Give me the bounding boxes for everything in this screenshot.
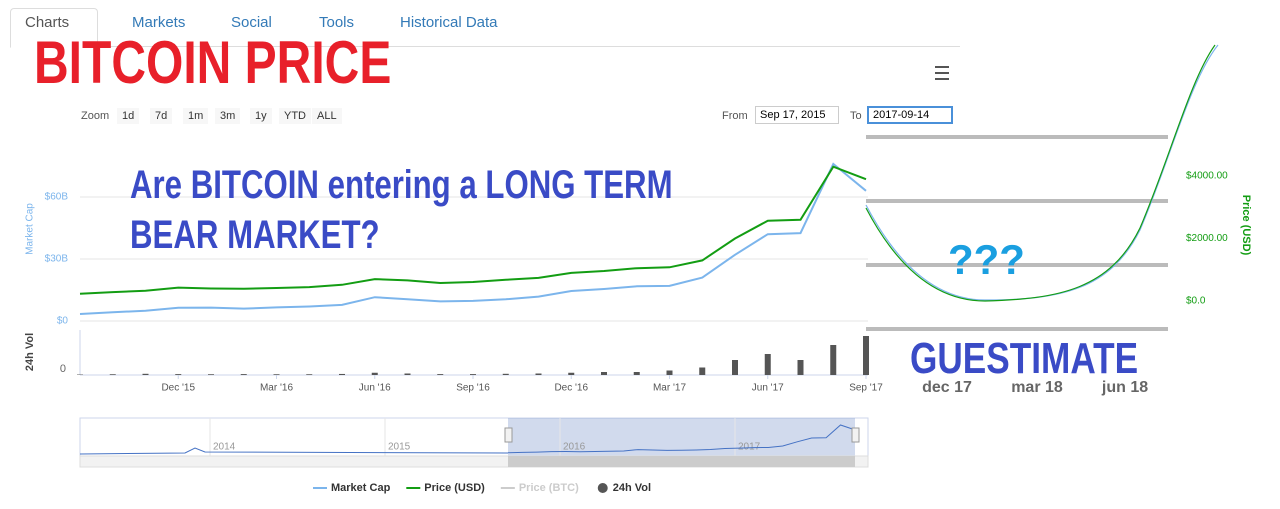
- navigator-year: 2016: [563, 442, 586, 453]
- vol-bar: [437, 374, 444, 375]
- vol-tick-label: 0: [60, 363, 66, 375]
- to-input[interactable]: 2017-09-14: [867, 106, 953, 124]
- guess-curve: [865, 44, 1216, 302]
- x-tick-label: Dec '15: [161, 383, 195, 394]
- y-axis-title: Market Cap: [25, 203, 36, 255]
- tab[interactable]: Tools: [319, 14, 355, 31]
- tab[interactable]: Historical Data: [400, 14, 498, 31]
- menu-icon[interactable]: [935, 66, 949, 80]
- guess-x-label: mar 18: [1011, 379, 1063, 396]
- x-tick-label: Mar '17: [653, 383, 686, 394]
- vol-bar: [797, 360, 804, 375]
- navigator-year: 2017: [738, 442, 761, 453]
- tab-active: [10, 8, 98, 48]
- y-tick-label: $0: [57, 316, 69, 327]
- zoom-button[interactable]: 1m: [183, 108, 209, 124]
- series-line: [79, 162, 867, 315]
- annotation-marks: ???: [948, 236, 1025, 283]
- x-tick-label: Sep '16: [456, 383, 490, 394]
- vol-bar: [404, 373, 411, 375]
- vol-bar: [339, 373, 345, 375]
- zoom-button[interactable]: YTD: [279, 108, 311, 124]
- legend-label[interactable]: Market Cap: [331, 482, 391, 494]
- vol-bar: [109, 374, 116, 375]
- zoom-button[interactable]: 7d: [150, 108, 173, 124]
- navigator-handle[interactable]: [504, 427, 513, 443]
- zoom-label: Zoom: [81, 110, 110, 122]
- y-tick-label: $30B: [45, 254, 69, 265]
- vol-bar: [666, 370, 673, 375]
- zoom-button[interactable]: ALL: [312, 108, 342, 124]
- y2-axis-title: Price (USD): [1240, 195, 1252, 256]
- vol-bar: [601, 372, 607, 375]
- navigator-bg: [79, 417, 869, 457]
- from-input[interactable]: Sep 17, 2015: [755, 106, 839, 124]
- vol-bar: [208, 374, 214, 375]
- vol-axis-title: 24h Vol: [24, 333, 36, 371]
- vol-bar: [470, 374, 476, 375]
- legend-label[interactable]: 24h Vol: [613, 482, 651, 494]
- guess-x-label: dec 17: [922, 379, 972, 396]
- y-tick-label: $60B: [45, 192, 69, 203]
- x-tick-label: Dec '16: [554, 383, 588, 394]
- vol-bar: [371, 372, 378, 375]
- scrollbar-thumb: [508, 456, 855, 467]
- navigator-line: [507, 424, 856, 454]
- series-line: [79, 165, 867, 295]
- y2-tick-label: $4000.00: [1186, 171, 1228, 182]
- from-label: From: [722, 110, 748, 122]
- x-tick-label: Jun '17: [752, 383, 784, 394]
- guess-curve: [865, 44, 1219, 301]
- scrollbar: [79, 455, 869, 468]
- vol-bar: [142, 373, 149, 375]
- to-label: To: [850, 110, 862, 122]
- tab-bar: [10, 8, 960, 47]
- navigator-year: 2014: [213, 442, 236, 453]
- vol-bar: [502, 373, 509, 375]
- vol-bar: [764, 354, 771, 375]
- annotation-question: Are BITCOIN entering a LONG TERM BEAR MA…: [130, 163, 673, 257]
- vol-bar: [175, 374, 182, 375]
- legend-label[interactable]: Price (BTC): [519, 482, 579, 494]
- vol-bar: [830, 345, 837, 375]
- x-tick-label: Mar '16: [260, 383, 293, 394]
- navigator-window: [508, 418, 855, 456]
- tab[interactable]: Charts: [25, 14, 70, 31]
- zoom-button[interactable]: 1y: [250, 108, 272, 124]
- annotation-guess: GUESTIMATE: [910, 334, 1139, 383]
- vol-bar: [732, 360, 738, 375]
- vol-bar: [699, 367, 706, 375]
- vol-bar: [863, 336, 869, 375]
- legend-symbol: [597, 483, 608, 493]
- vol-bar: [535, 373, 542, 375]
- vol-bar: [633, 372, 640, 375]
- y2-tick-label: $0.0: [1186, 296, 1206, 307]
- guess-x-label: jun 18: [1101, 379, 1148, 396]
- zoom-button[interactable]: 1d: [117, 108, 140, 124]
- navigator-year: 2015: [388, 442, 411, 453]
- tab[interactable]: Social: [231, 14, 272, 31]
- vol-bar: [273, 374, 280, 375]
- vol-bar: [240, 374, 247, 375]
- vol-bar: [306, 374, 313, 375]
- navigator-history: [79, 447, 509, 455]
- y2-tick-label: $2000.00: [1186, 233, 1228, 244]
- tab[interactable]: Markets: [132, 14, 186, 31]
- zoom-button[interactable]: 3m: [215, 108, 241, 124]
- overlay-title: BITCOIN PRICE: [34, 29, 392, 96]
- x-tick-label: Jun '16: [359, 383, 391, 394]
- vol-bar: [568, 372, 575, 375]
- x-tick-label: Sep '17: [849, 383, 883, 394]
- navigator-handle[interactable]: [851, 427, 860, 443]
- legend-label[interactable]: Price (USD): [424, 482, 485, 494]
